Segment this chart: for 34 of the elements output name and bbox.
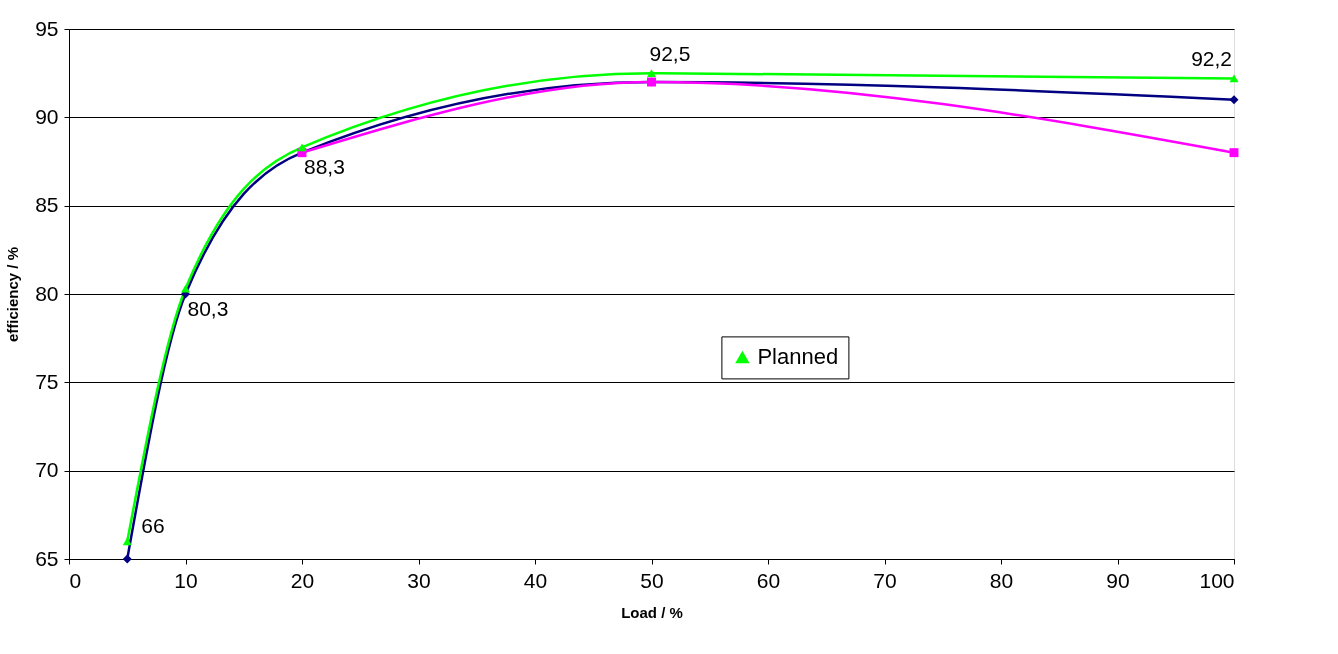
y-tick-label: 75 — [35, 369, 59, 393]
y-tick-label: 65 — [35, 546, 59, 570]
point — [297, 143, 307, 152]
point — [1229, 95, 1239, 105]
x-tick-label: 0 — [69, 568, 82, 592]
data-label: 92,5 — [649, 42, 691, 66]
x-tick-label: 10 — [174, 568, 198, 592]
y-tick-label: 70 — [35, 458, 59, 482]
legend-label: Planned — [757, 344, 839, 370]
data-label: 80,3 — [187, 296, 229, 320]
x-tick-label: 20 — [290, 568, 315, 592]
y-tick-label: 80 — [35, 281, 59, 305]
data-label: 88,3 — [304, 155, 345, 179]
point — [122, 554, 132, 564]
y-axis-title: efficiency / % — [4, 246, 22, 343]
x-tick-label: 60 — [756, 568, 781, 592]
x-tick-label: 100 — [1199, 568, 1235, 592]
data-label: 92,2 — [1191, 47, 1232, 71]
x-tick-label: 70 — [873, 568, 897, 592]
x-tick-label: 90 — [1106, 568, 1130, 592]
x-axis-title: Load / % — [621, 603, 683, 621]
x-tick-label: 50 — [640, 568, 664, 592]
data-label: 66 — [141, 514, 165, 538]
y-tick-label: 90 — [35, 104, 59, 128]
point — [181, 284, 190, 293]
point — [122, 537, 132, 546]
point — [1229, 74, 1239, 83]
y-tick-label: 95 — [35, 16, 59, 40]
point — [647, 69, 656, 78]
y-tick-label: 85 — [35, 193, 59, 217]
x-tick-label: 30 — [407, 568, 431, 592]
point — [1229, 148, 1239, 158]
x-tick-label: 40 — [523, 568, 548, 592]
x-tick-label: 80 — [989, 568, 1014, 592]
